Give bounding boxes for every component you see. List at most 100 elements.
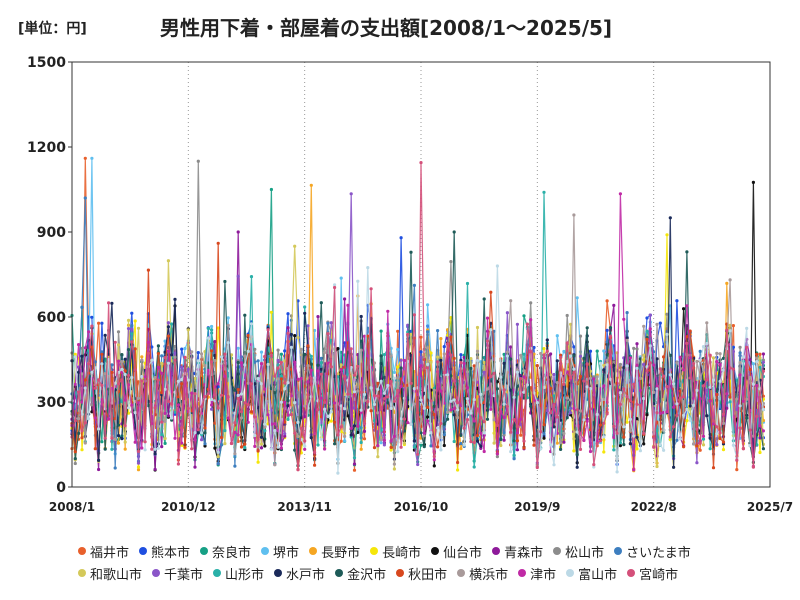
data-point [223,374,227,378]
data-point [608,326,613,330]
data-point [509,430,513,434]
data-point [708,447,712,451]
data-point [432,413,436,417]
data-point [605,328,609,332]
data-point [645,337,649,341]
data-point [352,462,357,466]
data-point [110,370,114,375]
legend-marker [457,569,466,577]
data-point [758,395,762,399]
data-point [226,395,230,399]
data-point [146,404,150,408]
data-point [316,315,320,319]
data-point [126,406,131,410]
data-point [97,378,101,382]
data-point [535,465,539,470]
data-point [682,307,686,311]
data-point [735,468,739,472]
data-point [472,465,476,469]
data-point [356,424,360,428]
data-point [263,429,267,433]
data-point [429,360,433,364]
legend-marker [213,569,222,577]
data-point [386,401,390,405]
data-point [396,450,400,454]
data-point [156,344,160,348]
data-point [625,364,629,368]
data-point [439,337,443,341]
data-point [196,428,200,432]
legend-label: 水戸市 [286,567,326,583]
data-point [160,361,164,365]
data-point [163,387,167,391]
data-point [216,326,220,330]
data-point [718,436,722,441]
data-point [303,404,307,408]
data-point [176,403,180,407]
data-point [505,350,509,354]
data-point [492,371,496,375]
data-point [658,321,662,325]
data-point [372,394,377,398]
data-point [316,443,320,447]
data-point [136,449,141,453]
data-point [542,423,546,427]
data-point [80,372,84,376]
data-point [618,444,623,448]
data-point [605,363,609,367]
data-point [73,450,77,454]
data-point [465,386,470,390]
data-point [156,424,160,428]
data-point [515,370,520,374]
data-point [236,433,240,437]
data-point [642,431,646,435]
data-point [97,467,101,472]
data-point [502,431,506,435]
data-point [731,324,736,328]
data-point [402,417,406,421]
data-point [412,387,416,391]
data-point [183,445,187,449]
data-point [349,426,353,430]
data-point [80,436,84,440]
data-point [256,449,260,453]
data-point [210,328,214,332]
data-point [452,230,456,234]
data-point [545,338,549,342]
data-point [259,442,264,446]
data-point [552,425,556,429]
data-point [642,442,646,446]
data-point [183,355,187,359]
data-point [456,408,460,412]
data-point [392,467,396,471]
data-point [319,361,323,365]
data-point [416,462,420,467]
data-point [705,341,709,346]
data-point [642,353,646,357]
data-point [236,388,240,392]
data-point [323,400,327,404]
data-point [126,318,131,322]
data-point [741,355,746,359]
data-point [313,328,317,333]
data-point [343,434,347,438]
data-point [462,396,466,401]
data-point [695,359,699,364]
data-point [515,431,520,435]
data-point [628,429,633,433]
data-point [399,366,403,370]
data-point [731,349,736,354]
data-point [595,412,599,417]
data-point [107,417,111,421]
data-point [622,435,626,439]
data-point [289,378,293,382]
data-point [738,404,742,408]
data-point [396,365,400,369]
data-point [562,382,566,386]
data-point [286,312,290,316]
data-point [598,439,603,443]
data-point [126,327,131,331]
data-point [399,417,403,421]
data-point [133,368,137,372]
data-point [502,402,506,406]
